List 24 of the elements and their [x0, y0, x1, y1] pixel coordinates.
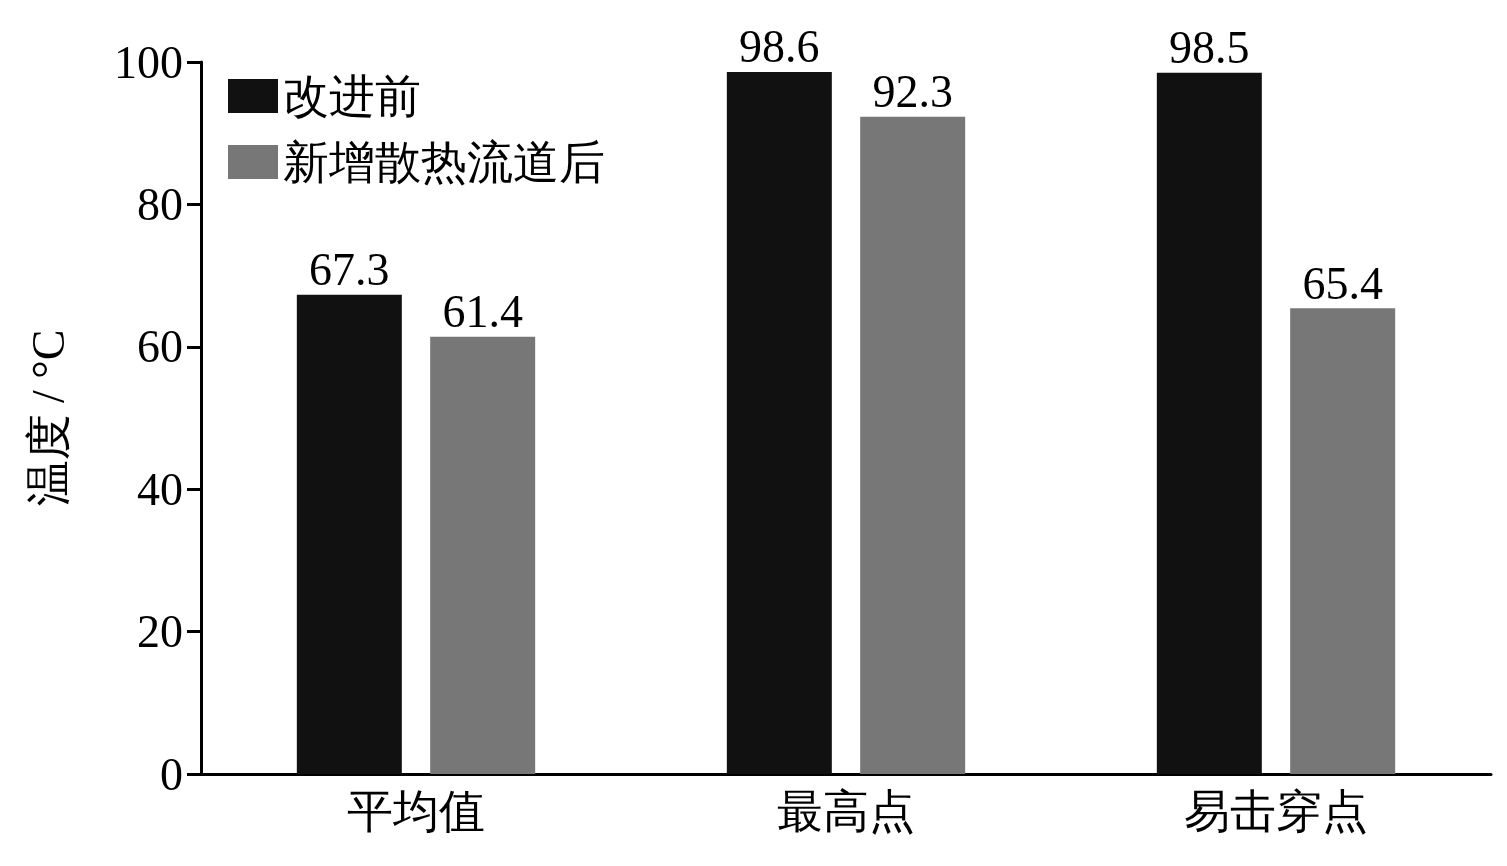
bar: [726, 71, 832, 774]
bar: [860, 116, 966, 774]
y-tick-label: 40: [137, 463, 183, 515]
bar: [1156, 72, 1262, 774]
x-tick-label: 最高点: [777, 785, 915, 837]
data-label: 98.6: [739, 21, 820, 73]
data-label: 98.5: [1169, 22, 1250, 74]
y-tick-label: 100: [114, 36, 183, 88]
data-label: 92.3: [872, 66, 953, 118]
y-tick-label: 20: [137, 606, 183, 658]
y-tick-label: 60: [137, 321, 183, 373]
data-label: 67.3: [309, 244, 390, 296]
x-tick-label: 易击穿点: [1184, 785, 1368, 837]
bar: [430, 336, 536, 774]
x-tick-label: 平均值: [347, 785, 485, 837]
bar: [296, 294, 402, 774]
bar: [1290, 308, 1396, 774]
legend-label: 新增散热流道后: [283, 136, 605, 188]
legend-label: 改进前: [283, 70, 421, 122]
y-tick-label: 80: [137, 178, 183, 230]
data-label: 65.4: [1302, 257, 1383, 309]
y-axis-title: 温度 / °C: [22, 329, 74, 507]
data-label: 61.4: [442, 286, 523, 338]
y-tick-label: 0: [160, 748, 183, 800]
